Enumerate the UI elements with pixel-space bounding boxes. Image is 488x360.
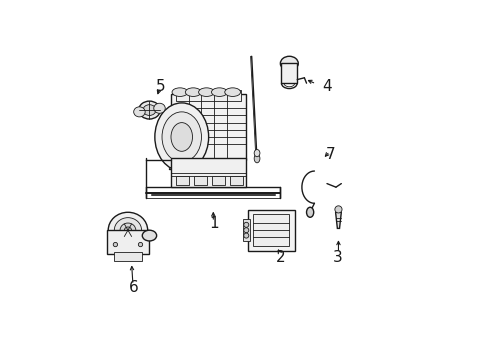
Ellipse shape [142, 230, 156, 241]
Ellipse shape [244, 233, 248, 238]
Ellipse shape [172, 88, 187, 96]
Ellipse shape [280, 56, 298, 71]
Polygon shape [335, 212, 341, 228]
Ellipse shape [244, 228, 248, 233]
Bar [247, 210, 294, 251]
Ellipse shape [162, 112, 201, 162]
Ellipse shape [139, 101, 160, 119]
Bar [194, 176, 206, 185]
Bar [176, 176, 188, 185]
Ellipse shape [334, 206, 341, 213]
Ellipse shape [224, 88, 240, 96]
Ellipse shape [120, 223, 136, 237]
Bar [171, 158, 246, 187]
Ellipse shape [244, 222, 248, 227]
Bar [281, 63, 297, 83]
Text: 2: 2 [275, 249, 285, 265]
Text: 7: 7 [325, 147, 335, 162]
Ellipse shape [113, 242, 117, 247]
Bar [253, 214, 289, 246]
Ellipse shape [171, 123, 192, 151]
Ellipse shape [142, 105, 156, 116]
Ellipse shape [133, 107, 145, 117]
Ellipse shape [108, 212, 147, 248]
Text: 5: 5 [155, 79, 165, 94]
Ellipse shape [114, 218, 142, 243]
Bar [230, 176, 242, 185]
Bar [176, 90, 241, 101]
Bar [107, 230, 148, 253]
Bar [212, 176, 224, 185]
Ellipse shape [306, 207, 313, 217]
Ellipse shape [198, 88, 214, 96]
Ellipse shape [254, 149, 260, 157]
Ellipse shape [124, 227, 131, 233]
Bar [242, 220, 249, 241]
Bar [113, 252, 142, 261]
Text: 1: 1 [209, 216, 219, 230]
Ellipse shape [155, 103, 208, 171]
Text: 4: 4 [322, 79, 331, 94]
Ellipse shape [185, 88, 201, 96]
Ellipse shape [254, 154, 260, 163]
Ellipse shape [138, 242, 142, 247]
Ellipse shape [153, 103, 165, 113]
Ellipse shape [211, 88, 227, 96]
Bar [171, 94, 246, 160]
Text: 6: 6 [128, 280, 138, 295]
Text: 3: 3 [332, 249, 342, 265]
